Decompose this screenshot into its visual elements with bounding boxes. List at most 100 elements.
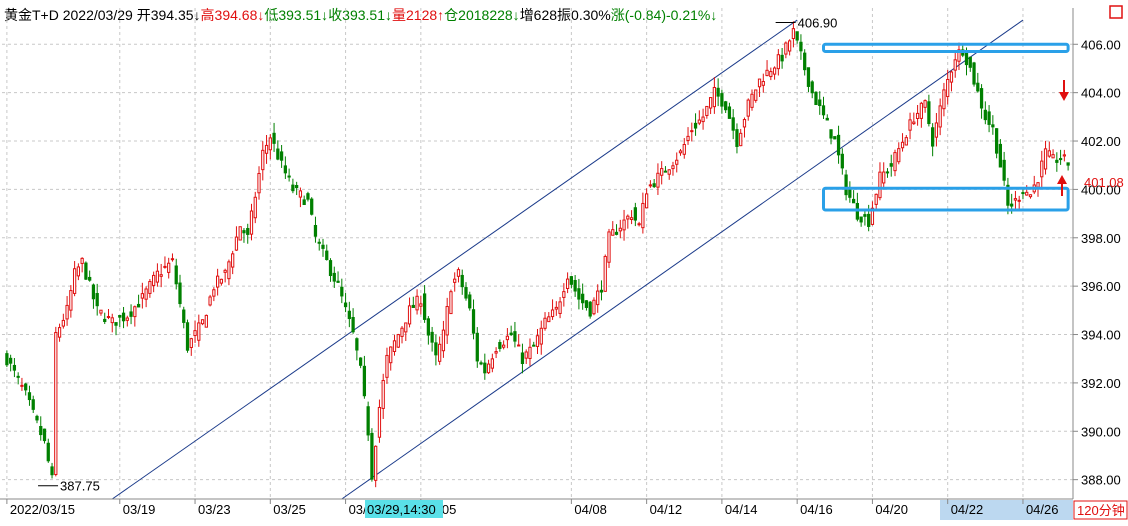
candle-body bbox=[114, 322, 118, 326]
period-selector-box[interactable] bbox=[1073, 500, 1128, 520]
channel-line bbox=[341, 19, 1024, 500]
price-tick-label: 406.00 bbox=[1081, 37, 1121, 52]
price-annotation-label: 387.75 bbox=[60, 479, 100, 494]
candle-body bbox=[968, 56, 972, 68]
candle-body bbox=[863, 214, 867, 217]
candle-body bbox=[844, 174, 848, 196]
candle-body bbox=[498, 342, 502, 349]
price-tick-label: 396.00 bbox=[1081, 279, 1121, 294]
candle-body bbox=[1036, 182, 1040, 188]
candle-body bbox=[806, 67, 811, 87]
price-tick-label: 390.00 bbox=[1081, 424, 1121, 439]
candle-body bbox=[129, 311, 133, 317]
candle-body bbox=[449, 291, 453, 315]
candle-body bbox=[641, 202, 645, 229]
candle-body bbox=[603, 255, 607, 292]
settings-box-icon[interactable] bbox=[1109, 5, 1123, 19]
candle-body bbox=[159, 274, 163, 277]
candle-body bbox=[95, 293, 99, 307]
candle-body bbox=[238, 226, 242, 241]
candle-body bbox=[1006, 184, 1010, 206]
candle-body bbox=[949, 71, 954, 83]
candle-body bbox=[893, 152, 897, 172]
candle-body bbox=[103, 318, 107, 323]
date-tick-label: 04/16 bbox=[800, 502, 833, 517]
candle-body bbox=[355, 338, 359, 351]
candle-body bbox=[667, 169, 671, 175]
candle-body bbox=[325, 250, 329, 261]
candle-body bbox=[46, 442, 50, 462]
price-axis: 388.00 390.00 392.00 394.00 396.00 398.00 400.… bbox=[1073, 37, 1121, 488]
candle-body bbox=[513, 331, 517, 342]
candle-body bbox=[42, 428, 47, 442]
candle-body bbox=[140, 293, 144, 299]
candle-body bbox=[652, 183, 656, 188]
candle-body bbox=[784, 42, 788, 55]
candle-body bbox=[882, 171, 886, 184]
candle-body bbox=[54, 332, 58, 476]
header-segment: 黄金T+D bbox=[4, 7, 59, 23]
candle-body bbox=[675, 159, 679, 165]
date-tick-label: 04/14 bbox=[725, 502, 758, 517]
range-boxes bbox=[822, 42, 1070, 212]
candle-body bbox=[912, 121, 916, 125]
candle-body bbox=[486, 363, 491, 374]
candle-body bbox=[39, 426, 43, 436]
candle-body bbox=[200, 319, 205, 325]
candle-body bbox=[362, 365, 367, 397]
candle-body bbox=[833, 136, 837, 140]
candle-body bbox=[1051, 154, 1055, 159]
candle-body bbox=[208, 296, 212, 306]
candle-body bbox=[396, 334, 400, 348]
candle-body bbox=[588, 301, 592, 317]
candle-body bbox=[35, 415, 39, 421]
candle-body bbox=[1066, 162, 1070, 166]
candle-body bbox=[144, 288, 148, 300]
candle-body bbox=[690, 130, 694, 133]
candle-body bbox=[558, 301, 562, 314]
candle-body bbox=[633, 207, 637, 221]
candle-body bbox=[818, 99, 822, 107]
candle-body bbox=[972, 62, 976, 85]
date-tick-label: 03/25 bbox=[273, 502, 306, 517]
price-tick-label: 392.00 bbox=[1081, 376, 1121, 391]
candle-body bbox=[31, 399, 35, 410]
candle-body bbox=[614, 231, 619, 235]
candle-body bbox=[65, 304, 69, 320]
candle-body bbox=[347, 310, 351, 320]
candle-body bbox=[517, 344, 521, 347]
candle-body bbox=[193, 330, 197, 337]
candle-body bbox=[885, 171, 890, 174]
header-segment: 低393.51↓ bbox=[264, 7, 328, 23]
candle-body bbox=[874, 193, 878, 205]
candle-body bbox=[889, 163, 893, 167]
candle-body bbox=[468, 294, 472, 309]
candle-body bbox=[148, 281, 152, 294]
candle-body bbox=[562, 291, 566, 298]
candle-body bbox=[915, 112, 920, 120]
candle-body bbox=[453, 278, 457, 283]
candle-body bbox=[660, 168, 664, 176]
date-tick-label: 04/12 bbox=[650, 502, 683, 517]
candle-body bbox=[528, 346, 532, 359]
date-tick-label: 04/08 bbox=[574, 502, 607, 517]
candle-body bbox=[754, 89, 758, 101]
candle-body bbox=[283, 165, 287, 174]
candle-body bbox=[979, 88, 984, 109]
header-segment: 量2128↑ bbox=[392, 7, 444, 23]
candle-body bbox=[167, 262, 171, 273]
candle-body bbox=[656, 172, 660, 188]
candle-body bbox=[381, 379, 385, 409]
candle-body bbox=[366, 406, 370, 436]
candle-body bbox=[829, 129, 833, 139]
candle-body bbox=[253, 196, 257, 219]
candle-body bbox=[693, 122, 698, 129]
period-selector-label[interactable]: 120分钟 bbox=[1077, 503, 1125, 518]
candle-body bbox=[712, 86, 717, 108]
candle-body bbox=[317, 241, 321, 244]
candle-body bbox=[163, 265, 167, 268]
candle-body bbox=[374, 445, 378, 481]
candle-body bbox=[788, 40, 792, 52]
candle-body bbox=[411, 304, 415, 308]
